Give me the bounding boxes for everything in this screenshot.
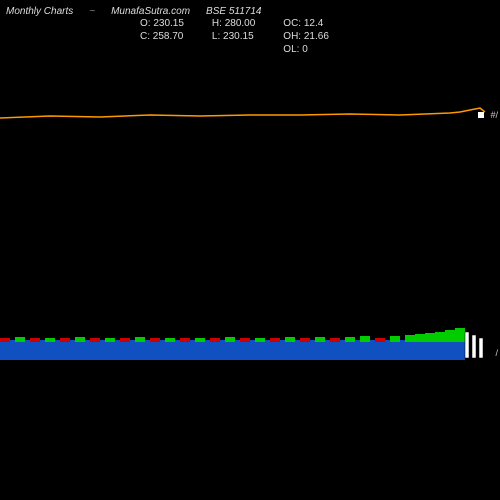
price-right-label: #/ [490,110,498,120]
volume-right-label: / [495,348,498,358]
chart-canvas [0,0,500,500]
